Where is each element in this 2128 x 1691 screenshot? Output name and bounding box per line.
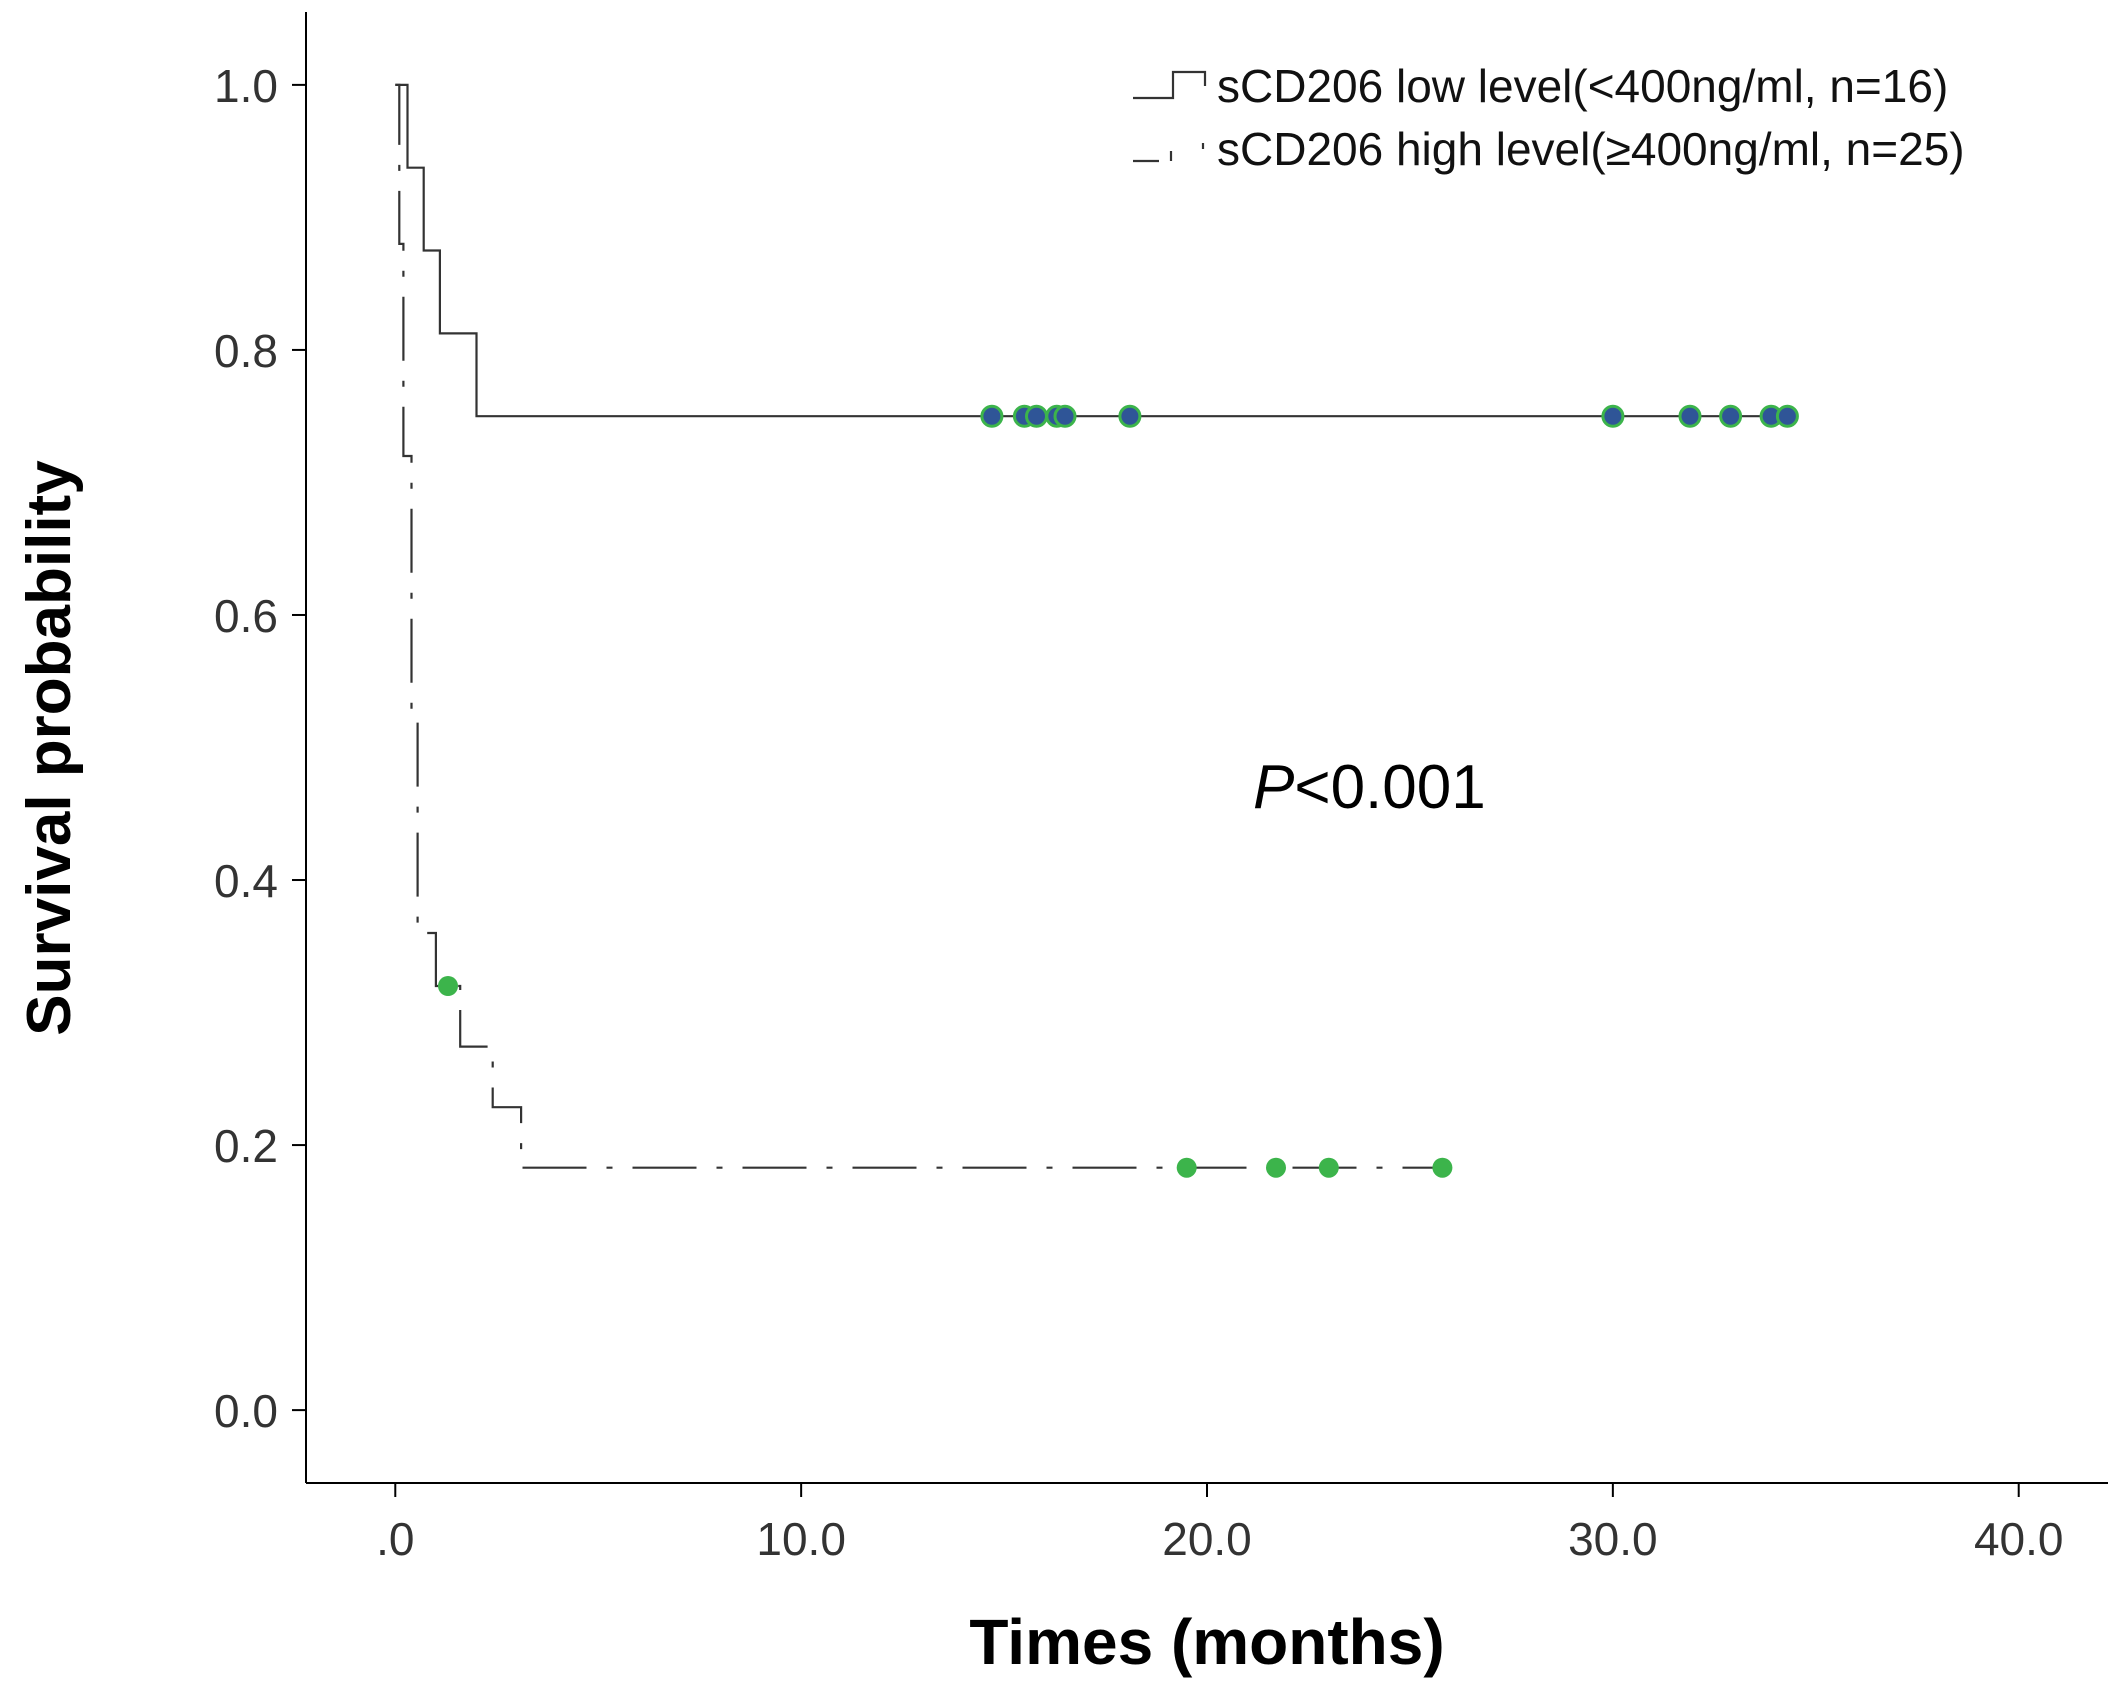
p-value-symbol: P [1253,753,1294,822]
y-tick-label: 0.2 [214,1120,278,1172]
y-tick-label: 0.4 [214,855,278,907]
legend: sCD206 low level(<400ng/ml, n=16) sCD206 … [1133,60,1965,175]
legend-label-low: sCD206 low level(<400ng/ml, n=16) [1217,60,1948,112]
censor-mark-high [1432,1157,1453,1178]
x-tick-label: 30.0 [1568,1513,1658,1565]
x-tick-label: 40.0 [1974,1513,2064,1565]
censor-mark-high [1176,1157,1197,1178]
x-tick-label: 10.0 [756,1513,846,1565]
censor-mark-low [1025,404,1048,428]
censor-mark-high [1266,1157,1286,1178]
censor-mark-low [1118,404,1142,428]
y-ticks: 0.0 0.2 0.4 0.6 0.8 1.0 [214,60,306,1437]
x-tick-label: 20.0 [1162,1513,1252,1565]
y-tick-label: 0.8 [214,325,278,377]
censor-mark-low [1053,404,1077,428]
x-ticks: .0 10.0 20.0 30.0 40.0 [376,1483,2063,1565]
x-axis-label: Times (months) [969,1606,1444,1678]
p-value-annotation: P<0.001 [1253,753,1486,822]
censor-mark-low [1775,404,1799,428]
censor-mark-low [1601,404,1625,428]
censor-marks [438,404,1799,1178]
survival-curve-high [395,83,1443,1169]
censor-mark-low [980,404,1004,428]
survival-curve-low [395,83,1792,418]
p-value-text: <0.001 [1294,753,1485,822]
censor-mark-low [1719,404,1743,428]
axes [305,12,2108,1484]
y-tick-label: 0.0 [214,1385,278,1437]
legend-label-high: sCD206 high level(≥400ng/ml, n=25) [1217,123,1965,175]
series-layer [395,83,1792,1169]
y-axis-label: Survival probability [15,460,84,1036]
legend-swatch-low [1133,70,1207,100]
y-tick-label: 1.0 [214,60,278,112]
y-tick-label: 0.6 [214,590,278,642]
censor-mark-low [1678,404,1702,428]
censor-mark-high [438,976,458,996]
censor-mark-high [1318,1157,1339,1178]
x-tick-label: .0 [376,1513,414,1565]
